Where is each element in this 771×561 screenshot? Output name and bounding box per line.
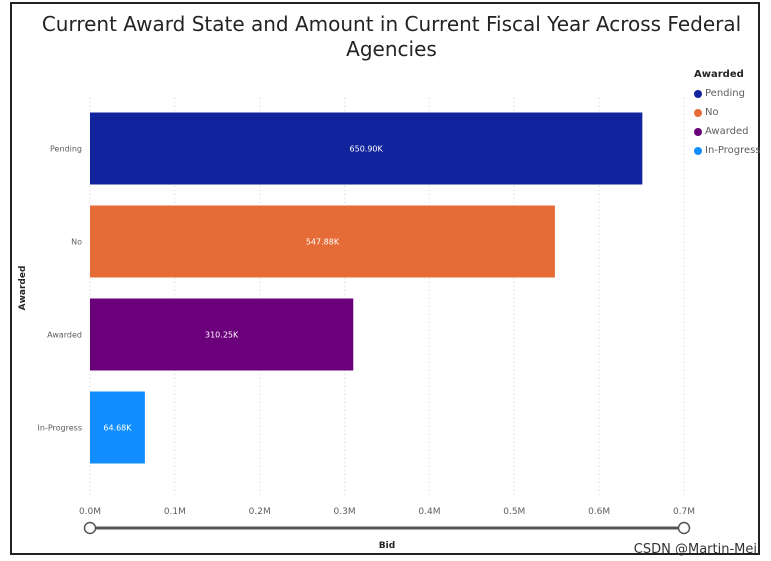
x-tick-label: 0.3M bbox=[334, 507, 356, 517]
x-tick-label: 0.5M bbox=[503, 507, 525, 517]
bar bbox=[90, 205, 555, 278]
y-category-label: In-Progress bbox=[38, 424, 82, 433]
legend-item[interactable]: No bbox=[694, 103, 761, 122]
legend-label: Pending bbox=[705, 88, 745, 99]
range-slider-handle-start[interactable] bbox=[83, 521, 97, 535]
x-axis-title: Bid bbox=[379, 541, 395, 551]
y-category-label: Pending bbox=[50, 145, 82, 154]
data-label: 310.25K bbox=[205, 331, 239, 340]
legend-item[interactable]: Pending bbox=[694, 84, 761, 103]
legend-marker bbox=[694, 127, 702, 136]
x-tick-label: 0.2M bbox=[249, 507, 271, 517]
legend: Awarded Pending No Awarded In-Progress bbox=[694, 69, 761, 160]
range-slider-handle-end[interactable] bbox=[677, 521, 691, 535]
bar bbox=[90, 391, 145, 464]
legend-marker bbox=[694, 146, 702, 155]
chart-title: Current Award State and Amount in Curren… bbox=[41, 12, 742, 61]
bar bbox=[90, 298, 354, 371]
x-tick-label: 0.0M bbox=[79, 507, 101, 517]
x-tick-label: 0.6M bbox=[588, 507, 610, 517]
x-tick-label: 0.7M bbox=[673, 507, 695, 517]
data-label: 650.90K bbox=[350, 145, 384, 154]
watermark: CSDN @Martin-Mei bbox=[633, 542, 757, 557]
data-label: 64.68K bbox=[103, 424, 132, 433]
x-tick-label: 0.1M bbox=[164, 507, 186, 517]
legend-marker bbox=[694, 108, 702, 117]
legend-label: In-Progress bbox=[705, 145, 761, 156]
x-tick-label: 0.4M bbox=[418, 507, 440, 517]
bar bbox=[90, 112, 643, 185]
legend-item[interactable]: Awarded bbox=[694, 122, 761, 141]
legend-item[interactable]: In-Progress bbox=[694, 141, 761, 160]
y-axis-title: Awarded bbox=[18, 266, 28, 311]
legend-marker bbox=[694, 89, 702, 98]
legend-title: Awarded bbox=[694, 69, 744, 80]
legend-label: No bbox=[705, 107, 719, 118]
y-category-label: Awarded bbox=[47, 331, 82, 340]
data-label: 547.88K bbox=[306, 238, 340, 247]
y-category-label: No bbox=[71, 238, 82, 247]
legend-label: Awarded bbox=[705, 126, 749, 137]
